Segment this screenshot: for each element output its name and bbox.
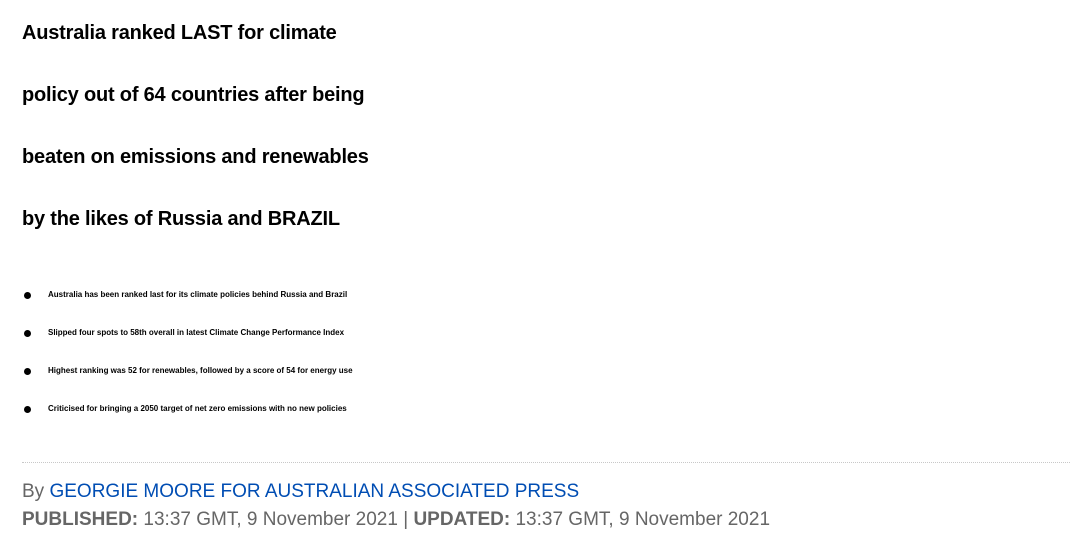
author-link[interactable]: GEORGIE MOORE FOR AUSTRALIAN ASSOCIATED … xyxy=(49,481,580,502)
updated-value: 13:37 GMT, 9 November 2021 xyxy=(515,509,771,530)
summary-bullet: Highest ranking was 52 for renewables, f… xyxy=(20,352,1070,390)
summary-bullet-text: Australia has been ranked last for its c… xyxy=(48,290,348,299)
headline-line: Australia ranked LAST for climate xyxy=(22,22,337,44)
published-label: PUBLISHED: xyxy=(22,509,139,530)
summary-bullet-text: Slipped four spots to 58th overall in la… xyxy=(48,328,345,337)
bullet-dot-icon xyxy=(24,368,31,375)
published-value: 13:37 GMT, 9 November 2021 xyxy=(143,509,398,530)
byline: By GEORGIE MOORE FOR AUSTRALIAN ASSOCIAT… xyxy=(22,478,579,506)
bullet-dot-icon xyxy=(24,406,31,413)
byline-prefix: By xyxy=(22,481,45,502)
divider xyxy=(22,462,1070,464)
headline-line: policy out of 64 countries after being xyxy=(22,84,365,106)
publish-dates: PUBLISHED: 13:37 GMT, 9 November 2021 | … xyxy=(22,506,770,534)
date-separator: | xyxy=(403,509,409,530)
headline: Australia ranked LAST for climate policy… xyxy=(22,2,1062,250)
summary-bullet-text: Criticised for bringing a 2050 target of… xyxy=(48,404,347,413)
summary-bullet: Slipped four spots to 58th overall in la… xyxy=(20,314,1070,352)
summary-bullet: Criticised for bringing a 2050 target of… xyxy=(20,390,1070,428)
summary-bullet: Australia has been ranked last for its c… xyxy=(20,276,1070,314)
bullet-dot-icon xyxy=(24,292,31,299)
summary-bullets: Australia has been ranked last for its c… xyxy=(20,276,1070,428)
headline-line: by the likes of Russia and BRAZIL xyxy=(22,208,340,230)
updated-label: UPDATED: xyxy=(413,509,511,530)
summary-bullet-text: Highest ranking was 52 for renewables, f… xyxy=(48,366,353,375)
headline-line: beaten on emissions and renewables xyxy=(22,146,369,168)
bullet-dot-icon xyxy=(24,330,31,337)
